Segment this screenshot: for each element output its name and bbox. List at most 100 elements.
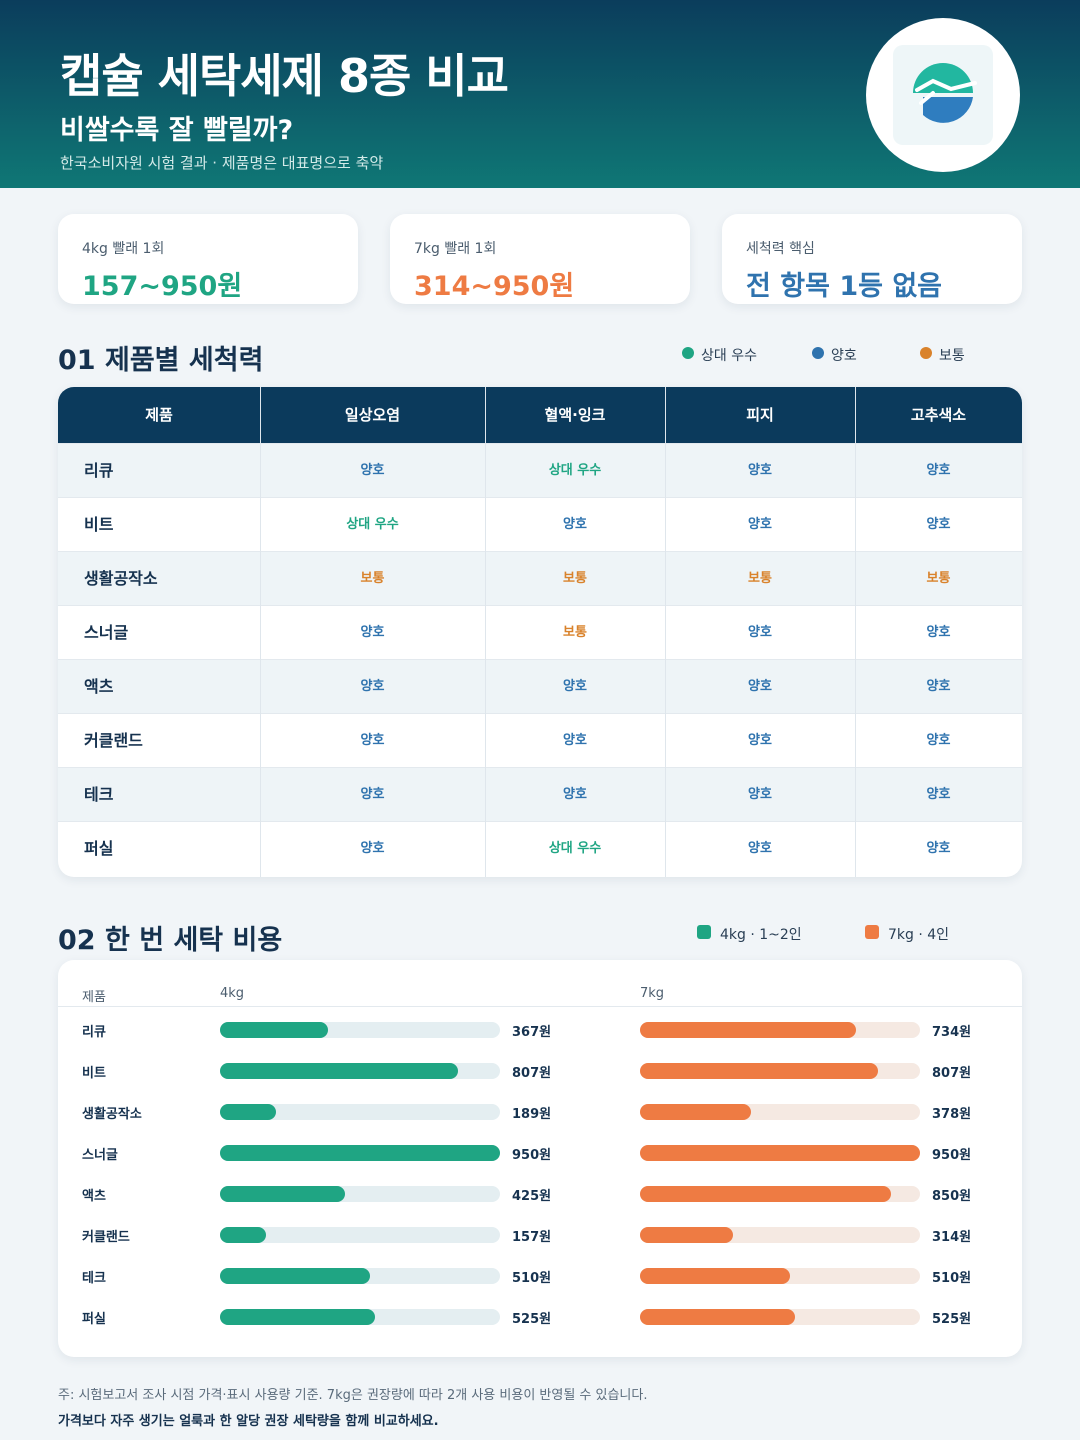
table-row: 커클랜드 양호 양호 양호 양호: [58, 713, 1022, 767]
bar-value-label: 950원: [512, 1148, 552, 1163]
product-name: 스너글: [84, 623, 129, 642]
bar-track: [220, 1309, 500, 1325]
table-row: 스너글 양호 보통 양호 양호: [58, 605, 1022, 659]
bar-7kg-커클랜드: [640, 1227, 733, 1243]
rating-cell: 양호: [360, 463, 385, 478]
bar-category-label: 스너글: [82, 1148, 118, 1163]
bar-category-label: 액츠: [82, 1189, 106, 1204]
rating-cell: 상대 우수: [346, 517, 399, 532]
column-divider: [665, 387, 666, 877]
summary-card: 4kg 빨래 1회 157~950원: [58, 214, 358, 304]
product-name: 테크: [84, 785, 114, 804]
legend-dot: [920, 347, 932, 359]
rating-cell: 양호: [748, 841, 772, 856]
rating-cell: 양호: [926, 841, 951, 856]
table-column-header: 일상오염: [344, 406, 401, 424]
summary-card-label: 4kg 빨래 1회: [82, 241, 165, 257]
bar-track: [640, 1063, 920, 1079]
summary-card-value: 전 항목 1등 없음: [746, 271, 943, 302]
bar-value-label: 510원: [512, 1271, 552, 1286]
bar-4kg-액츠: [220, 1186, 345, 1202]
bar-4kg-테크: [220, 1268, 370, 1284]
product-name: 리큐: [84, 461, 114, 480]
rating-cell: 보통: [563, 625, 587, 640]
table-column-header: 피지: [746, 406, 774, 424]
rating-cell: 상대 우수: [548, 463, 602, 478]
bar-4kg-비트: [220, 1063, 458, 1079]
chart-header-product: 제품: [82, 990, 106, 1005]
bar-category-label: 커클랜드: [82, 1230, 130, 1245]
bar-value-label: 367원: [512, 1025, 552, 1040]
bar-4kg-리큐: [220, 1022, 328, 1038]
bar-value-label: 157원: [512, 1230, 552, 1245]
rating-cell: 양호: [926, 787, 951, 802]
rating-cell: 양호: [926, 517, 951, 532]
header-banner: 캡슐 세탁세제 8종 비교 비쌀수록 잘 빨릴까? 한국소비자원 시험 결과 ·…: [0, 0, 1080, 188]
bar-track: [640, 1104, 920, 1120]
summary-card-label: 7kg 빨래 1회: [414, 241, 497, 257]
bar-4kg-커클랜드: [220, 1227, 266, 1243]
rating-cell: 양호: [926, 463, 951, 478]
bar-track: [220, 1104, 500, 1120]
legend-label: 양호: [831, 348, 857, 364]
rating-cell: 양호: [360, 841, 385, 856]
rating-cell: 양호: [563, 679, 587, 694]
bar-track: [640, 1309, 920, 1325]
chart-header-series-2: 7kg: [640, 986, 665, 1001]
bar-track: [220, 1145, 500, 1161]
bar-category-label: 비트: [82, 1066, 106, 1081]
rating-cell: 보통: [748, 571, 772, 586]
bar-category-label: 생활공작소: [82, 1107, 142, 1122]
source-note: 한국소비자원 시험 결과 · 제품명은 대표명으로 축약: [60, 154, 384, 172]
bar-value-label: 807원: [932, 1066, 972, 1081]
rating-cell: 상대 우수: [548, 841, 602, 856]
bar-4kg-생활공작소: [220, 1104, 276, 1120]
cleaning-table: 리큐 양호 상대 우수 양호 양호 비트 상대 우수 양호 양호 양호 생활공작소 보통 보통 보통 보통 스…: [58, 387, 1022, 877]
bar-track: [640, 1268, 920, 1284]
bar-7kg-생활공작소: [640, 1104, 751, 1120]
rating-cell: 양호: [748, 625, 772, 640]
chart-header-divider: [58, 1006, 1022, 1007]
bar-value-label: 850원: [932, 1189, 972, 1204]
rating-cell: 양호: [926, 679, 951, 694]
product-name: 커클랜드: [84, 731, 143, 750]
legend-label: 4kg · 1~2인: [720, 927, 802, 943]
legend-dot: [682, 347, 694, 359]
bar-4kg-퍼실: [220, 1309, 375, 1325]
legend-swatch: [865, 925, 879, 939]
summary-card-value: 157~950원: [82, 271, 243, 302]
table-column-header: 고추색소: [910, 406, 967, 424]
bar-value-label: 950원: [932, 1148, 972, 1163]
summary-card-label: 세척력 핵심: [746, 241, 815, 257]
footnote: 주: 시험보고서 조사 시점 가격·표시 사용량 기준. 7kg은 권장량에 따…: [58, 1388, 648, 1403]
page-subtitle: 비쌀수록 잘 빨릴까?: [60, 115, 294, 146]
column-divider: [485, 387, 486, 877]
table-row: 테크 양호 양호 양호 양호: [58, 767, 1022, 821]
legend-label: 상대 우수: [701, 348, 757, 364]
bar-value-label: 378원: [932, 1107, 972, 1122]
rating-cell: 양호: [926, 733, 951, 748]
rating-cell: 양호: [563, 733, 587, 748]
rating-cell: 양호: [748, 517, 772, 532]
table-column-header: 제품: [145, 406, 173, 424]
legend-dot: [812, 347, 824, 359]
table-row: 생활공작소 보통 보통 보통 보통: [58, 551, 1022, 605]
product-name: 퍼실: [84, 839, 114, 858]
rating-cell: 보통: [926, 571, 951, 586]
page-title: 캡슐 세탁세제 8종 비교: [60, 49, 509, 103]
section-title-cost: 02 한 번 세탁 비용: [58, 925, 283, 956]
rating-cell: 양호: [748, 463, 772, 478]
rating-cell: 양호: [563, 787, 587, 802]
bar-track: [220, 1022, 500, 1038]
table-row: 비트 상대 우수 양호 양호 양호: [58, 497, 1022, 551]
bar-value-label: 525원: [512, 1312, 552, 1327]
rating-cell: 양호: [926, 625, 951, 640]
bar-value-label: 510원: [932, 1271, 972, 1286]
column-divider: [260, 387, 261, 877]
bar-7kg-테크: [640, 1268, 790, 1284]
bar-track: [640, 1022, 920, 1038]
bar-value-label: 807원: [512, 1066, 552, 1081]
table-row: 액츠 양호 양호 양호 양호: [58, 659, 1022, 713]
product-name: 비트: [84, 515, 114, 534]
product-name: 액츠: [84, 677, 114, 696]
